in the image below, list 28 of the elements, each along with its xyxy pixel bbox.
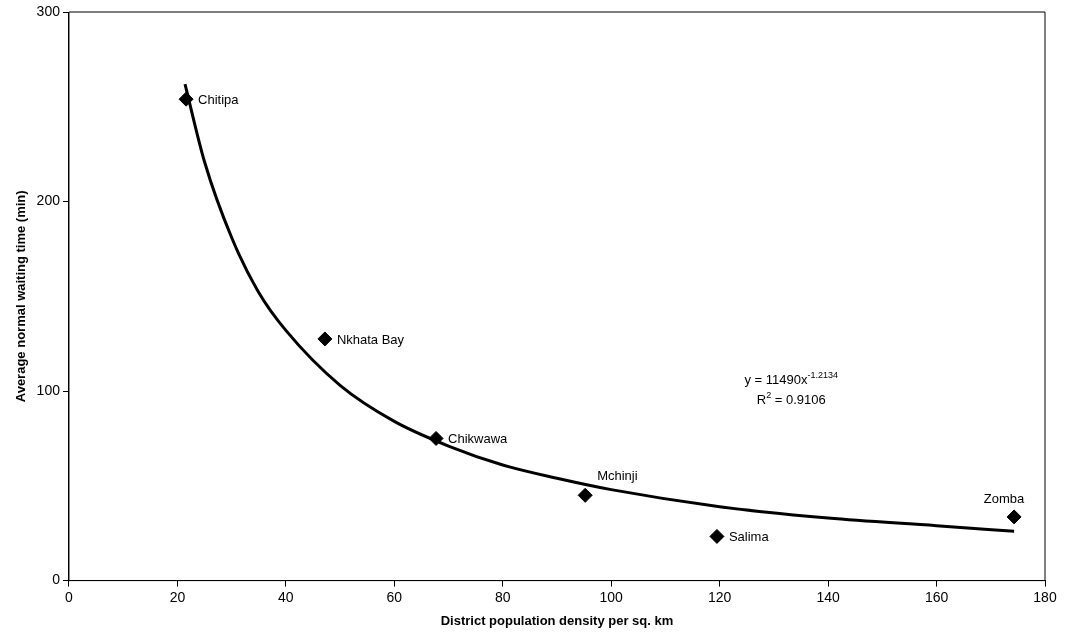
x-tick-label: 0 [65, 588, 74, 605]
x-tick-label: 100 [599, 588, 624, 605]
x-tick-label: 60 [386, 588, 403, 605]
point [577, 487, 593, 503]
point [317, 331, 333, 347]
x-tick-label: 40 [278, 588, 294, 605]
y-axis-title: Average normal waiting time (min) [13, 190, 29, 403]
annotation: Mchinji [597, 468, 638, 484]
y-tick-label: 300 [36, 2, 61, 19]
x-tick-label: 120 [707, 588, 732, 605]
y-tick-label: 100 [36, 381, 61, 398]
point [178, 91, 194, 107]
x-tick-label: 20 [169, 588, 186, 605]
x-axis-title: District population density per sq. km [440, 612, 674, 628]
point [1006, 509, 1022, 525]
annotation: Salima [728, 529, 770, 545]
x-tick-label: 80 [494, 588, 511, 605]
x-tick-label: 140 [816, 588, 840, 605]
point [709, 528, 725, 544]
annotation: Chitipa [198, 92, 240, 108]
annotation: Chikwawa [448, 431, 509, 447]
y-tick-label: 0 [52, 571, 61, 588]
point [428, 430, 444, 446]
annotation: Zomba [983, 490, 1026, 506]
y-tick-label: 200 [36, 192, 61, 209]
annotation: Nkhata Bay [336, 331, 405, 347]
x-tick-label: 180 [1033, 588, 1057, 605]
x-tick-label: 160 [924, 588, 949, 605]
